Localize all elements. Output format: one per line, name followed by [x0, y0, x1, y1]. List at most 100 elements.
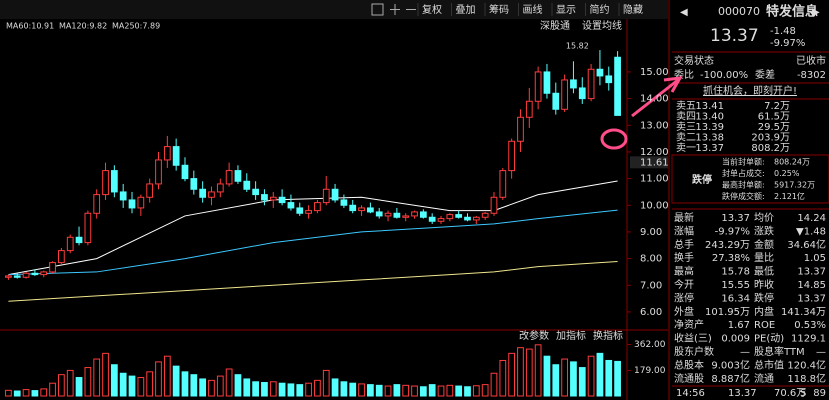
stat-value: 118.8亿: [787, 372, 826, 385]
candle-body: [552, 92, 560, 110]
nav-prev[interactable]: ◀: [680, 7, 688, 18]
volume-bar: [570, 361, 577, 397]
toolbar-button[interactable]: 显示: [556, 4, 576, 16]
candle-body: [234, 170, 242, 182]
stat-label: 换手: [674, 251, 694, 264]
candle-body: [199, 188, 207, 198]
diff-label: 委差: [755, 68, 775, 81]
stat-label: 流通: [754, 372, 774, 385]
ma-label: MA120:9.82: [59, 22, 107, 31]
volume-bar: [66, 369, 74, 397]
candle-body: [155, 159, 162, 185]
candle-body: [31, 272, 39, 276]
y-tick-label: 15.00: [640, 67, 669, 78]
volume-bar: [419, 386, 427, 397]
candle-body: [49, 262, 56, 273]
stat-value: 1.05: [804, 253, 826, 264]
y-tick-label: 10.00: [640, 200, 669, 211]
volume-bar: [199, 378, 207, 397]
volume-bar: [31, 390, 39, 397]
stat-value: 34.64亿: [787, 238, 826, 251]
volume-bar: [340, 381, 348, 397]
candle-body: [5, 275, 12, 278]
stat-value: ▼1.48: [796, 226, 826, 237]
candle-body: [314, 202, 321, 212]
stat-value: —: [740, 347, 750, 358]
candle-body: [340, 199, 348, 206]
volume-bar: [146, 371, 154, 397]
indicator-button[interactable]: 改参数: [519, 329, 549, 342]
candle-body: [481, 212, 489, 218]
volume-bar: [208, 379, 215, 397]
stat-value: 0.53%: [794, 320, 826, 331]
stat-label: 量比: [754, 252, 774, 264]
stat-value: 14.24: [797, 213, 826, 224]
stat-label: 最新: [674, 211, 694, 224]
ma-label: MA60:10.91: [6, 22, 54, 31]
toolbar-icons[interactable]: [371, 3, 416, 16]
candle-body: [517, 116, 524, 142]
y-tick-label: 9.00: [640, 227, 662, 238]
stat-label: 收益(三): [674, 332, 712, 345]
stat-value: 16.34: [721, 293, 750, 304]
stat-value: —: [816, 347, 826, 358]
y-tick-label: 7.00: [640, 280, 662, 291]
volume-bar: [605, 359, 613, 397]
volume-bar: [402, 384, 410, 397]
limit-value: 2.121亿: [774, 191, 805, 201]
candle-body: [322, 188, 330, 204]
toolbar-button[interactable]: 画线: [523, 3, 543, 16]
volume-bar: [393, 384, 401, 397]
toolbar-button[interactable]: 简约: [590, 3, 610, 16]
book-label: 卖二: [676, 132, 696, 144]
y-tick-label: 13.00: [640, 120, 669, 131]
volume-bar: [234, 374, 242, 397]
candle-body: [287, 202, 295, 209]
ma-label: MA250:7.89: [112, 22, 160, 31]
stat-value: 15.55: [721, 280, 750, 291]
link[interactable]: 深股通: [540, 20, 570, 32]
nav-next[interactable]: ▶: [812, 7, 820, 18]
volume-bar: [499, 359, 507, 397]
candle-body: [490, 196, 498, 214]
toolbar-button[interactable]: 隐藏: [623, 4, 643, 16]
status-bar-item: 70.6万: [774, 388, 806, 399]
candle-body: [110, 170, 118, 193]
stat-value: 101.95万: [705, 307, 750, 318]
candle-body: [93, 194, 101, 214]
candle-body: [499, 170, 507, 198]
candle-body: [261, 194, 268, 201]
ratio-value: -100.00%: [700, 70, 748, 81]
toolbar-button[interactable]: 筹码: [489, 3, 509, 16]
book-label: 卖三: [676, 121, 696, 133]
status: 已收市: [796, 54, 826, 67]
candle-body: [84, 212, 92, 244]
indicator-button[interactable]: 加指标: [556, 329, 586, 342]
book-price: 13.37: [695, 143, 724, 154]
volume-bar: [464, 386, 471, 397]
stat-label: 金额: [754, 238, 774, 251]
candle-body: [437, 218, 445, 222]
book-label: 卖四: [676, 111, 696, 123]
link[interactable]: 设置均线: [582, 19, 622, 32]
volume-bar: [5, 389, 12, 397]
toolbar-button[interactable]: 复权: [422, 3, 442, 16]
ad-link[interactable]: 抓住机会，即刻开户!: [703, 84, 797, 97]
stat-value: 15.78: [721, 267, 750, 278]
book-price: 13.41: [695, 101, 724, 112]
y-tick-label: 362.00: [634, 340, 666, 350]
volume-bar: [508, 352, 516, 397]
volume-bar: [375, 384, 383, 397]
candle-body: [252, 188, 259, 196]
toolbar-button[interactable]: 叠加: [456, 4, 476, 16]
volume-bar: [252, 381, 259, 397]
volume-bar: [587, 355, 595, 397]
volume-bar: [102, 352, 109, 397]
candle-body: [296, 207, 304, 214]
stat-value: 1.67: [728, 320, 750, 331]
volume-bar: [596, 352, 604, 397]
indicator-button[interactable]: 换指标: [593, 329, 623, 342]
candle-body: [578, 87, 586, 100]
stat-label: ROE: [754, 320, 775, 331]
